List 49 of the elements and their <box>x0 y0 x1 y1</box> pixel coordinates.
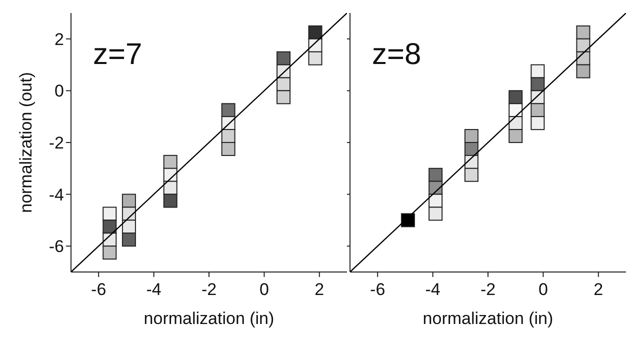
x-tick-label: 2 <box>314 280 324 300</box>
x-axis-title: normalization (in) <box>144 309 274 328</box>
x-tick-label: -2 <box>201 280 217 300</box>
point <box>122 194 136 208</box>
x-tick-label: 0 <box>538 280 548 300</box>
point <box>102 246 117 260</box>
point <box>122 232 136 247</box>
point <box>530 64 545 78</box>
point <box>464 129 478 144</box>
point <box>163 154 178 169</box>
x-tick-label: 2 <box>594 280 604 300</box>
x-tick-label: -6 <box>370 280 386 300</box>
point <box>530 103 545 118</box>
x-axis-title: normalization (in) <box>422 309 554 328</box>
point <box>530 77 545 92</box>
point <box>163 194 178 208</box>
point <box>276 90 291 104</box>
point <box>400 213 415 228</box>
point <box>221 103 236 118</box>
point <box>102 220 117 234</box>
x-tick-label: -6 <box>91 280 106 300</box>
point <box>576 64 590 78</box>
point <box>464 142 478 156</box>
x-tick-label: -4 <box>425 280 440 300</box>
point <box>221 129 236 144</box>
point <box>276 77 291 92</box>
point <box>508 129 523 144</box>
y-tick-label: 0 <box>54 82 64 101</box>
point <box>464 168 478 182</box>
y-tick-label: -2 <box>48 134 64 153</box>
annotation: z=7 <box>93 38 142 72</box>
point <box>102 206 117 221</box>
y-tick-label: -6 <box>48 237 64 256</box>
point <box>276 51 291 66</box>
point <box>508 90 523 104</box>
point <box>308 51 322 66</box>
annotation: z=8 <box>372 38 422 72</box>
x-tick-label: -4 <box>146 280 162 300</box>
y-axis-title: normalization (out) <box>16 72 36 213</box>
y-tick-label: -4 <box>48 185 64 204</box>
point <box>221 142 236 156</box>
point <box>308 25 322 40</box>
point <box>428 168 443 182</box>
x-tick-label: -2 <box>480 280 496 300</box>
x-tick-label: 0 <box>259 280 269 300</box>
point <box>428 206 443 221</box>
point <box>576 25 590 40</box>
point <box>530 116 545 130</box>
y-tick-label: 2 <box>54 30 64 49</box>
